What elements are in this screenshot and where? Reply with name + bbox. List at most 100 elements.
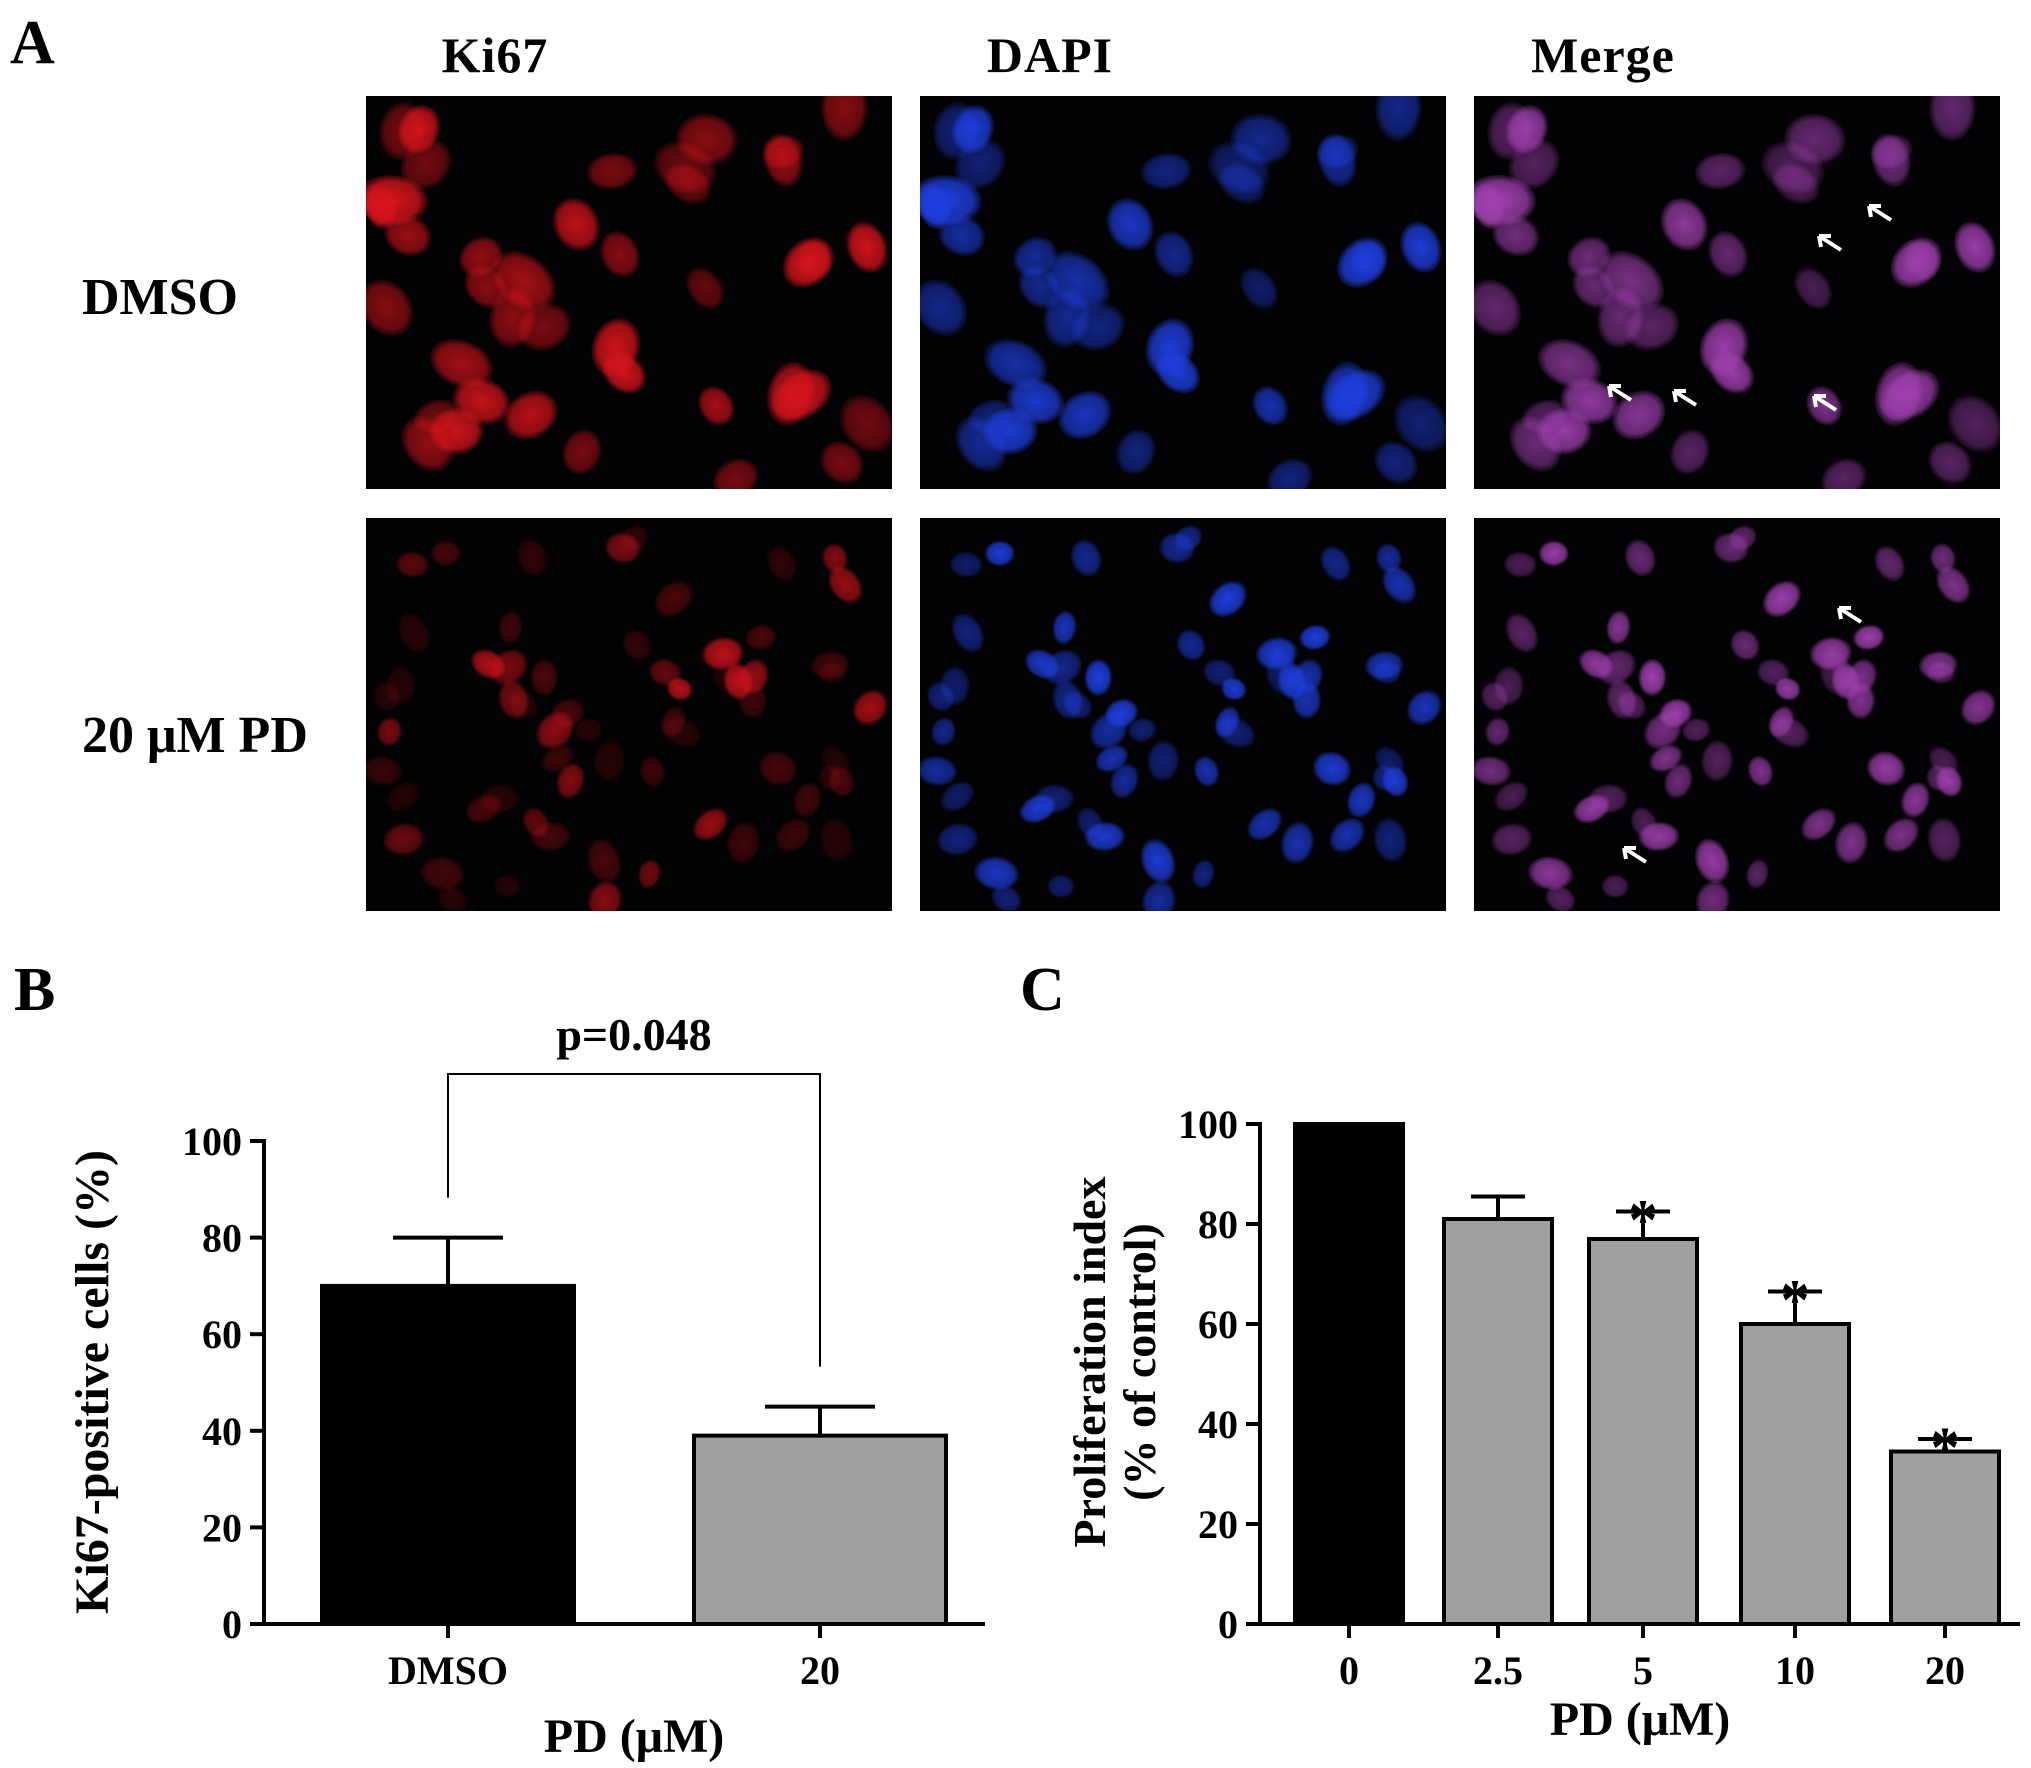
nucleus bbox=[1400, 221, 1442, 273]
nucleus bbox=[984, 540, 1015, 567]
nucleus bbox=[686, 267, 725, 310]
nucleus bbox=[1617, 690, 1647, 720]
nucleus bbox=[1375, 96, 1422, 142]
nucleus bbox=[1208, 580, 1248, 618]
nucleus bbox=[1063, 690, 1093, 720]
nucleus bbox=[1503, 551, 1538, 578]
nucleus bbox=[1728, 525, 1757, 551]
significance-asterisk: * bbox=[1931, 1415, 1960, 1480]
nucleus bbox=[1374, 440, 1418, 485]
nucleus bbox=[1145, 317, 1195, 377]
nucleus bbox=[1095, 744, 1129, 773]
nucleus bbox=[1147, 740, 1180, 782]
arrow-icon bbox=[1607, 384, 1633, 402]
nucleus bbox=[1280, 821, 1315, 865]
nucleus bbox=[1699, 317, 1749, 377]
nucleus bbox=[920, 174, 982, 226]
nucleus bbox=[1596, 649, 1637, 686]
chart-b-bar bbox=[692, 1433, 948, 1626]
nucleus bbox=[1929, 96, 1976, 142]
nucleus bbox=[661, 715, 702, 748]
nucleus bbox=[398, 104, 441, 154]
nucleus bbox=[1006, 377, 1065, 425]
nucleus bbox=[711, 650, 746, 696]
nucleus bbox=[488, 649, 529, 686]
nucleus bbox=[1474, 174, 1536, 226]
column-label-merge: Merge bbox=[1531, 27, 1675, 83]
nucleus bbox=[1013, 236, 1058, 278]
nucleus bbox=[1336, 236, 1389, 288]
nucleus bbox=[1670, 429, 1710, 475]
nucleus bbox=[1701, 740, 1734, 782]
nucleus bbox=[366, 279, 414, 337]
nucleus bbox=[846, 221, 888, 273]
nucleus bbox=[1947, 394, 2000, 453]
nucleus bbox=[1756, 658, 1790, 687]
nucleus bbox=[1649, 744, 1683, 773]
nucleus bbox=[820, 440, 864, 485]
nucleus bbox=[940, 781, 975, 812]
nucleus bbox=[1406, 689, 1442, 726]
nucleus bbox=[1560, 377, 1619, 425]
nucleus bbox=[552, 197, 601, 251]
nucleus bbox=[1218, 163, 1266, 205]
nucleus bbox=[1624, 539, 1656, 577]
nucleus bbox=[593, 740, 626, 782]
nucleus bbox=[1042, 649, 1083, 686]
nucleus bbox=[712, 458, 759, 489]
nucleus bbox=[530, 658, 559, 697]
nucleus bbox=[1346, 782, 1376, 819]
nucleus bbox=[1480, 681, 1509, 712]
nucleus bbox=[1490, 823, 1533, 856]
row-label-dmso: DMSO bbox=[82, 269, 238, 326]
nucleus bbox=[1317, 133, 1357, 188]
nucleus bbox=[397, 612, 431, 653]
nucleus bbox=[852, 689, 888, 726]
micrograph-dmso-ki67 bbox=[366, 96, 892, 489]
nucleus bbox=[377, 717, 402, 747]
nucleus bbox=[1567, 236, 1612, 278]
nucleus bbox=[1202, 658, 1236, 687]
micrograph-pd-merge bbox=[1474, 518, 2000, 911]
nucleus bbox=[920, 755, 958, 786]
nucleus bbox=[1883, 817, 1920, 853]
nucleus bbox=[1393, 394, 1446, 453]
nucleus bbox=[920, 279, 968, 337]
nucleus bbox=[1494, 781, 1529, 812]
nucleus bbox=[1900, 782, 1930, 819]
nucleus bbox=[766, 545, 798, 582]
nucleus bbox=[758, 751, 798, 786]
micrograph-dmso-merge bbox=[1474, 96, 2000, 489]
panel-c-letter: C bbox=[1020, 956, 1065, 1024]
nucleus bbox=[1630, 807, 1658, 838]
arrow-icon bbox=[1837, 606, 1863, 624]
nucleus bbox=[991, 885, 1022, 911]
nucleus bbox=[1193, 755, 1220, 787]
nucleus bbox=[1694, 152, 1746, 190]
chart-c-y-tick-label: 40 bbox=[1198, 1402, 1238, 1447]
nucleus bbox=[550, 698, 585, 728]
nucleus bbox=[827, 765, 855, 798]
nucleus bbox=[763, 133, 803, 188]
nucleus bbox=[1601, 874, 1629, 898]
nucleus bbox=[1538, 540, 1569, 567]
nucleus bbox=[430, 540, 461, 567]
nucleus bbox=[1110, 762, 1139, 799]
nucleus bbox=[949, 551, 984, 578]
chart-c-y-axis-label: (% of control) bbox=[1114, 1223, 1165, 1501]
micrograph-dmso-dapi bbox=[920, 96, 1446, 489]
nucleus bbox=[1871, 133, 1911, 188]
nucleus bbox=[437, 885, 468, 911]
nucleus bbox=[973, 856, 1020, 891]
nucleus bbox=[1215, 715, 1256, 748]
nucleus bbox=[1794, 267, 1833, 310]
nucleus bbox=[676, 113, 738, 165]
chart-b-bar bbox=[320, 1283, 576, 1627]
nucleus bbox=[509, 690, 539, 720]
nucleus bbox=[1106, 197, 1155, 251]
nucleus bbox=[1045, 250, 1111, 312]
nucleus bbox=[639, 755, 666, 787]
nucleus bbox=[1116, 429, 1156, 475]
nucleus bbox=[1606, 610, 1631, 645]
nucleus bbox=[1730, 629, 1760, 661]
